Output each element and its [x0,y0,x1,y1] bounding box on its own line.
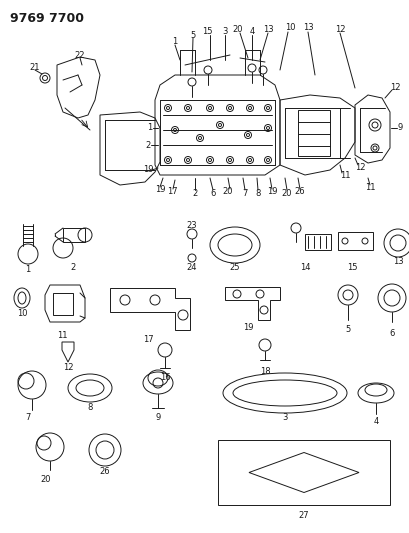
Bar [53,293,73,315]
Text: 8: 8 [255,189,260,198]
Text: 12: 12 [334,26,344,35]
Text: 1: 1 [172,37,177,46]
Text: 6: 6 [210,189,215,198]
Text: 19: 19 [242,324,253,333]
Text: 22: 22 [74,51,85,60]
Text: 2: 2 [145,141,150,149]
Text: 17: 17 [166,188,177,197]
Text: 20: 20 [222,188,233,197]
Text: 18: 18 [259,367,270,376]
Text: 3: 3 [282,414,287,423]
Text: 11: 11 [364,183,374,192]
Text: 3: 3 [222,28,227,36]
Text: 17: 17 [142,335,153,344]
Text: 26: 26 [99,466,110,475]
Text: 20: 20 [40,475,51,484]
Text: 26: 26 [294,188,305,197]
Bar [218,440,389,505]
Text: 7: 7 [242,189,247,198]
Text: 9: 9 [396,124,402,133]
Text: 19: 19 [142,166,153,174]
Text: 5: 5 [344,326,350,335]
Text: 9: 9 [155,414,160,423]
Text: 13: 13 [392,257,402,266]
Text: 10: 10 [284,23,294,33]
Text: 1: 1 [147,124,152,133]
Text: 21: 21 [30,63,40,72]
Text: 12: 12 [63,364,73,373]
Text: 1: 1 [25,265,31,274]
Bar [304,234,330,250]
Bar [337,232,372,250]
Text: 12: 12 [389,84,399,93]
Text: 9769 7700: 9769 7700 [10,12,84,25]
Text: 11: 11 [56,330,67,340]
Text: 6: 6 [389,329,394,338]
Text: 16: 16 [159,373,170,382]
Text: 24: 24 [186,263,197,272]
Text: 14: 14 [299,263,310,272]
Text: 23: 23 [186,221,197,230]
Text: 13: 13 [302,23,312,33]
Text: 2: 2 [192,189,197,198]
Text: 25: 25 [229,262,240,271]
Text: 27: 27 [298,511,308,520]
Text: 15: 15 [346,263,356,272]
Text: 19: 19 [154,185,165,195]
Text: 15: 15 [201,28,212,36]
Text: 4: 4 [373,417,378,426]
Text: 10: 10 [17,309,27,318]
Text: 7: 7 [25,414,31,423]
Text: 2: 2 [70,263,75,272]
Bar [63,228,85,242]
Text: 11: 11 [339,171,349,180]
Text: 5: 5 [190,30,195,39]
Text: 12: 12 [354,164,364,173]
Text: 19: 19 [266,188,276,197]
Text: 13: 13 [262,26,273,35]
Text: 8: 8 [87,402,92,411]
Text: 20: 20 [232,26,243,35]
Text: 20: 20 [281,189,292,198]
Text: 4: 4 [249,28,254,36]
